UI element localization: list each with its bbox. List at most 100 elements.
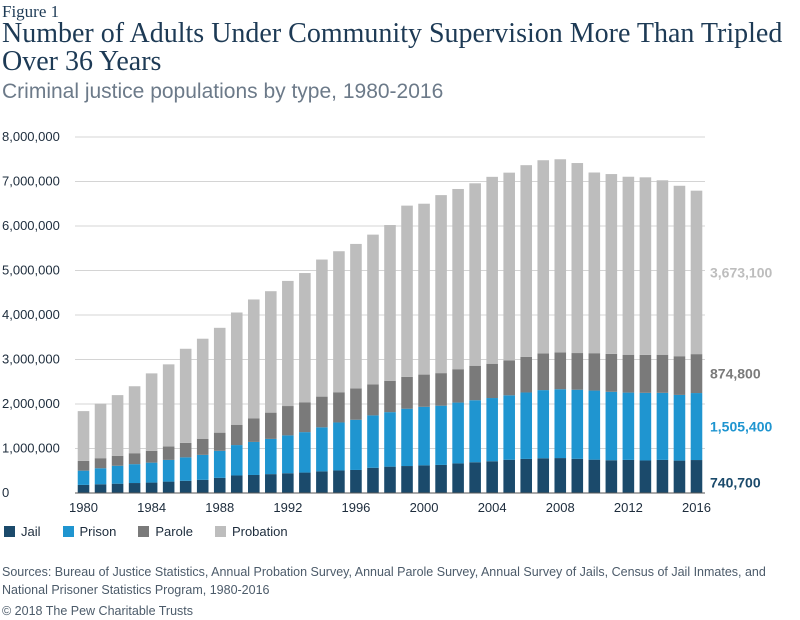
- bar-prison-2014: [656, 392, 669, 460]
- bar-prison-2002: [452, 402, 464, 464]
- bar-prison-2007: [537, 390, 550, 459]
- bar-probation-1986: [179, 348, 192, 443]
- figure-label: Figure 1: [2, 2, 60, 21]
- bar-parole-2007: [537, 353, 550, 391]
- bar-prison-2008: [554, 389, 567, 459]
- bar-parole-1982: [111, 455, 124, 466]
- bar-prison-1983: [128, 464, 141, 484]
- bar-parole-2008: [554, 352, 567, 390]
- x-tick-label: 1996: [341, 500, 370, 515]
- end-label-probation: 3,673,100: [710, 264, 772, 280]
- bar-probation-2010: [588, 172, 601, 354]
- bar-parole-1987: [196, 438, 209, 455]
- bar-jail-1991: [265, 474, 277, 493]
- bar-probation-1995: [333, 251, 345, 393]
- bar-jail-2005: [503, 459, 515, 493]
- bar-prison-1994: [316, 427, 328, 472]
- bar-jail-2007: [537, 458, 550, 493]
- bar-jail-2000: [418, 465, 430, 493]
- bar-jail-1998: [384, 466, 396, 493]
- legend-item-jail: Jail: [4, 524, 41, 539]
- bar-probation-1991: [265, 291, 277, 413]
- bar-parole-1981: [94, 458, 107, 469]
- bar-prison-2005: [503, 395, 515, 460]
- bar-probation-1984: [145, 373, 158, 451]
- bar-probation-1981: [94, 403, 107, 459]
- bar-prison-2001: [435, 405, 447, 465]
- bar-parole-1998: [384, 380, 396, 413]
- x-tick-label: 2012: [614, 500, 643, 515]
- bar-parole-1980: [77, 460, 90, 471]
- bar-prison-1988: [213, 450, 226, 478]
- bar-parole-1988: [213, 432, 226, 451]
- bar-probation-2012: [622, 176, 635, 355]
- legend-label-parole: Parole: [155, 524, 193, 539]
- bar-jail-1982: [111, 483, 124, 493]
- legend-swatch-parole: [138, 526, 150, 537]
- bar-jail-1989: [230, 475, 243, 493]
- bar-jail-2006: [520, 458, 533, 493]
- bar-prison-2011: [605, 391, 618, 461]
- stacked-bar-chart: 0 1,000,000 2,000,000 3,000,000 4,000,000 5,0…: [2, 129, 772, 515]
- bar-probation-1997: [367, 234, 379, 385]
- bar-prison-1984: [145, 462, 158, 483]
- legend-swatch-prison: [62, 526, 74, 537]
- bar-probation-2004: [486, 176, 498, 364]
- x-tick-label: 2016: [682, 500, 711, 515]
- bar-prison-1999: [401, 408, 413, 467]
- bar-probation-2007: [537, 160, 550, 354]
- bar-prison-1993: [299, 432, 311, 473]
- y-tick-label: 6,000,000: [2, 218, 60, 233]
- bar-probation-2005: [503, 172, 515, 361]
- bar-parole-1994: [316, 396, 328, 428]
- bar-parole-2000: [418, 374, 430, 407]
- bar-prison-1991: [265, 438, 277, 475]
- bar-jail-2016: [690, 460, 703, 493]
- x-tick-label: 2004: [478, 500, 507, 515]
- bar-probation-1983: [128, 386, 141, 454]
- legend-swatch-probation: [214, 526, 226, 537]
- bar-jail-2013: [639, 460, 652, 493]
- bar-parole-2002: [452, 369, 464, 403]
- x-tick-label: 1984: [137, 500, 166, 515]
- bar-parole-1997: [367, 384, 379, 416]
- bar-prison-2009: [571, 389, 584, 459]
- bar-parole-1995: [333, 392, 345, 423]
- sources-note: Sources: Bureau of Justice Statistics, A…: [2, 565, 766, 597]
- x-tick-label: 2000: [410, 500, 439, 515]
- chart-title: Number of Adults Under Community Supervi…: [2, 18, 783, 77]
- bar-jail-1981: [94, 484, 107, 493]
- bar-jail-1986: [179, 480, 192, 493]
- bar-probation-1987: [196, 338, 209, 439]
- bar-prison-2012: [622, 392, 635, 460]
- bar-jail-2014: [656, 459, 669, 493]
- y-tick-label: 5,000,000: [2, 263, 60, 278]
- bar-parole-2003: [469, 365, 481, 401]
- legend-label-probation: Probation: [231, 524, 288, 539]
- bar-prison-1987: [196, 454, 209, 480]
- bar-jail-1988: [213, 477, 226, 493]
- bar-probation-1998: [384, 225, 396, 381]
- bar-parole-2009: [571, 353, 584, 390]
- bar-parole-1999: [401, 376, 413, 409]
- bar-jail-1999: [401, 466, 413, 493]
- y-tick-label: 0: [2, 485, 9, 500]
- bar-probation-2002: [452, 188, 464, 370]
- bar-parole-2014: [656, 354, 669, 393]
- bar-parole-2016: [690, 354, 703, 394]
- x-tick-label: 1992: [273, 500, 302, 515]
- legend-item-prison: Prison: [62, 524, 116, 539]
- bar-jail-2015: [673, 460, 686, 493]
- bar-prison-1997: [367, 415, 379, 468]
- bar-prison-1996: [350, 419, 362, 470]
- bar-probation-2011: [605, 174, 618, 354]
- bar-prison-2003: [469, 400, 481, 463]
- bar-jail-1980: [77, 484, 90, 493]
- bar-parole-2004: [486, 363, 498, 399]
- bar-jail-1990: [247, 474, 260, 493]
- bar-jail-2003: [469, 462, 481, 493]
- y-tick-label: 4,000,000: [2, 307, 60, 322]
- bar-probation-1993: [299, 273, 311, 403]
- bar-jail-2011: [605, 460, 618, 493]
- y-tick-label: 1,000,000: [2, 441, 60, 456]
